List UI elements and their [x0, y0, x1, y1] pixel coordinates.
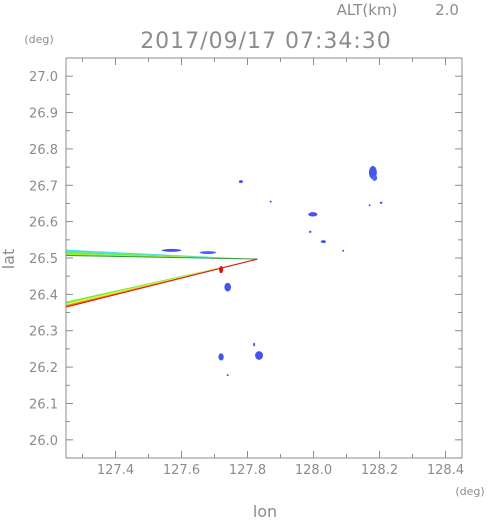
beam-band-west [66, 249, 258, 260]
echo-point [253, 342, 256, 347]
echo-point [342, 249, 345, 252]
echo-point [218, 353, 224, 361]
echo-point [161, 248, 182, 252]
y-tick-label: 26.4 [29, 288, 58, 303]
x-tick-label: 128.4 [427, 463, 464, 478]
y-tick-label: 26.6 [29, 216, 58, 231]
echo-point [371, 175, 378, 181]
echo-point [269, 200, 272, 203]
x-tick-label: 128.2 [361, 463, 398, 478]
timestamp-title: 2017/09/17 07:34:30 [140, 29, 392, 54]
y-tick-label: 26.1 [29, 397, 58, 412]
y-tick-label: 26.5 [29, 252, 58, 267]
altitude-value: 2.0 [435, 1, 459, 19]
plot-frame [65, 57, 463, 459]
x-tick-label: 127.6 [163, 463, 200, 478]
echo-point [255, 351, 264, 360]
echo-point [308, 212, 318, 217]
y-tick-label: 27.0 [29, 70, 58, 85]
y-tick-label: 26.2 [29, 361, 58, 376]
y-tick-label: 26.0 [29, 434, 58, 449]
echo-point [226, 374, 229, 377]
y-tick-label: 26.8 [29, 143, 58, 158]
y-axis-title: lat [0, 249, 18, 270]
altitude-label: ALT(km) [337, 1, 398, 19]
echo-point [320, 240, 327, 244]
beam-edge-southwest [65, 258, 258, 308]
echo-point [199, 251, 217, 254]
echo-point [379, 201, 383, 204]
beam-band-west [66, 251, 258, 260]
x-tick-label: 127.8 [229, 463, 266, 478]
y-tick-label: 26.7 [29, 179, 58, 194]
plot-data-layer [65, 166, 383, 377]
y-tick-label: 26.9 [29, 107, 58, 122]
beam-edge-west [65, 254, 258, 260]
echo-point [219, 266, 224, 274]
echo-point [238, 180, 243, 184]
x-tick-label: 127.4 [97, 463, 134, 478]
echo-point [224, 282, 231, 292]
echo-point [308, 230, 312, 233]
x-axis-title: lon [253, 502, 277, 521]
beam-band-west [66, 253, 258, 260]
x-unit-label: (deg) [455, 485, 484, 498]
axis-ticks: 127.4 127.6 127.8 128.0 128.2 128.4 26.0 26.1 26… [29, 58, 464, 478]
y-unit-label: (deg) [24, 33, 53, 46]
y-tick-label: 26.3 [29, 325, 58, 340]
x-tick-label: 128.0 [295, 463, 332, 478]
echo-point [368, 204, 371, 207]
